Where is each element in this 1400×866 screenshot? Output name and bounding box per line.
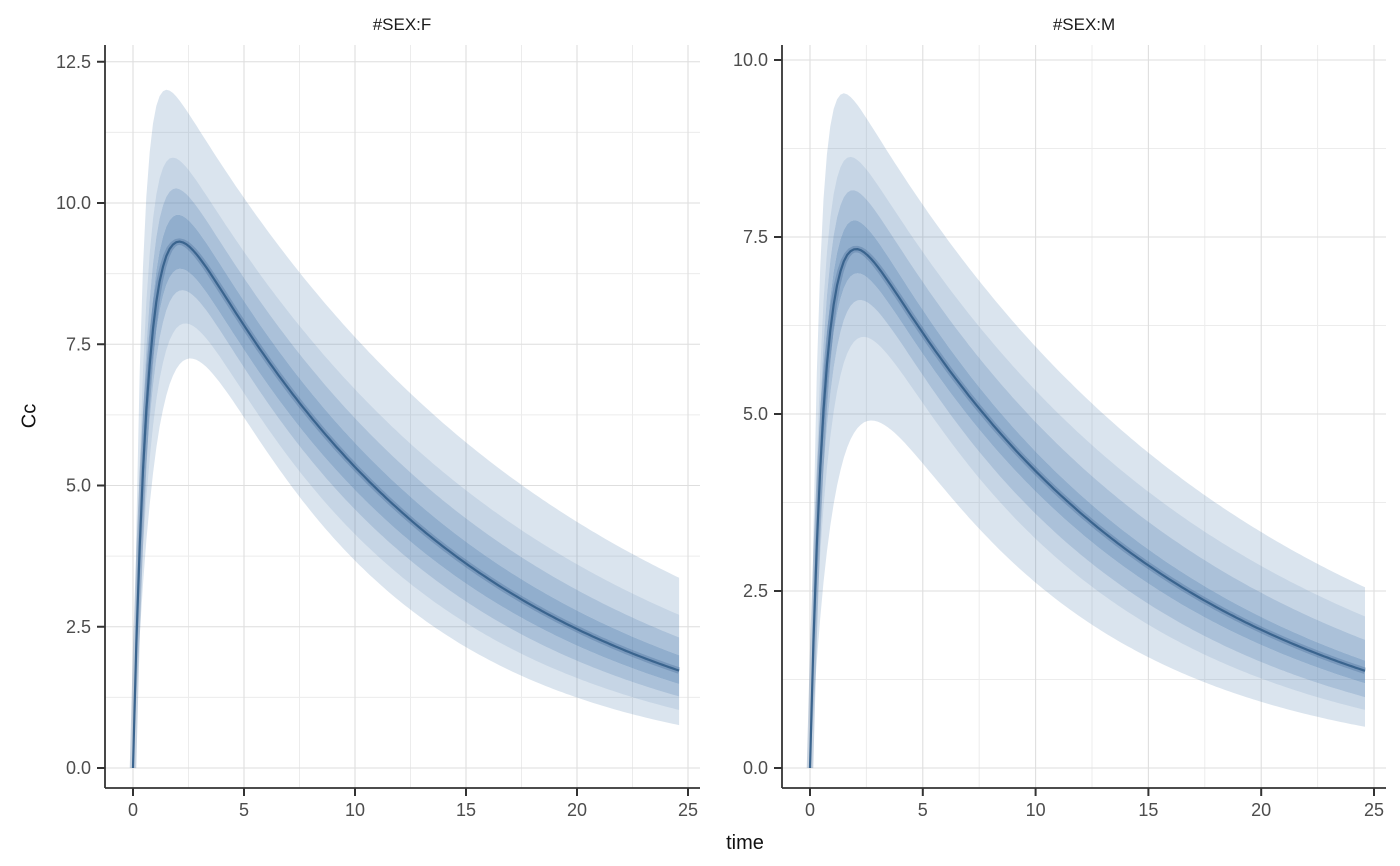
x-tick-label: 10 — [1026, 800, 1046, 820]
x-tick-label: 20 — [567, 800, 587, 820]
x-tick-label: 0 — [128, 800, 138, 820]
x-tick-label: 5 — [918, 800, 928, 820]
y-tick-label: 7.5 — [743, 227, 768, 247]
percentile-band — [810, 300, 1365, 768]
percentile-band — [810, 190, 1365, 769]
percentile-ribbons — [129, 89, 681, 769]
y-tick-label: 5.0 — [743, 404, 768, 424]
percentile-band — [133, 290, 680, 768]
panel-axes: 0 5 10 15 20 25 0.0 2.5 5.0 7.5 10.0 12.5 — [56, 45, 700, 820]
panel-axes: 0 5 10 15 20 25 0.0 2.5 5.0 7.5 10.0 — [733, 45, 1386, 820]
facet-title-sex-m: #SEX:M — [1052, 15, 1116, 34]
x-tick-label: 10 — [345, 800, 365, 820]
median-line — [808, 248, 1366, 769]
y-tick-label: 10.0 — [56, 193, 91, 213]
y-tick-label: 5.0 — [66, 476, 91, 496]
percentile-band — [133, 157, 680, 769]
x-tick-label: 15 — [456, 800, 476, 820]
y-tick-label: 7.5 — [66, 334, 91, 354]
percentile-band — [810, 273, 1365, 768]
y-axis-title: Cc — [18, 403, 41, 429]
percentile-band — [810, 336, 1365, 768]
percentile-band — [133, 89, 680, 769]
facet-panel: 0 5 10 15 20 25 0.0 2.5 5.0 7.5 10.0 12.5 — [56, 45, 700, 820]
median-line — [131, 240, 680, 769]
y-tick-label: 0.0 — [743, 758, 768, 778]
x-tick-label: 20 — [1251, 800, 1271, 820]
percentile-band — [133, 188, 680, 769]
y-tick-label: 10.0 — [733, 50, 768, 70]
x-tick-label: 25 — [678, 800, 698, 820]
y-tick-label: 2.5 — [66, 617, 91, 637]
percentile-band — [810, 220, 1365, 769]
facet-panel: 0 5 10 15 20 25 0.0 2.5 5.0 7.5 10.0 — [733, 45, 1386, 820]
x-axis-title: time — [726, 832, 764, 854]
x-tick-label: 0 — [805, 800, 815, 820]
x-tick-label: 15 — [1138, 800, 1158, 820]
percentile-band — [810, 93, 1365, 769]
y-tick-label: 12.5 — [56, 52, 91, 72]
percentile-band — [133, 323, 680, 768]
panel-grid — [105, 45, 700, 788]
percentile-ribbons — [806, 93, 1367, 769]
y-tick-label: 0.0 — [66, 758, 91, 778]
y-tick-label: 2.5 — [743, 581, 768, 601]
x-tick-label: 25 — [1364, 800, 1384, 820]
percentile-band — [810, 156, 1365, 768]
percentile-band — [133, 214, 680, 768]
x-tick-label: 5 — [239, 800, 249, 820]
percentile-band — [133, 268, 680, 768]
facet-title-sex-f: #SEX:F — [372, 15, 432, 34]
